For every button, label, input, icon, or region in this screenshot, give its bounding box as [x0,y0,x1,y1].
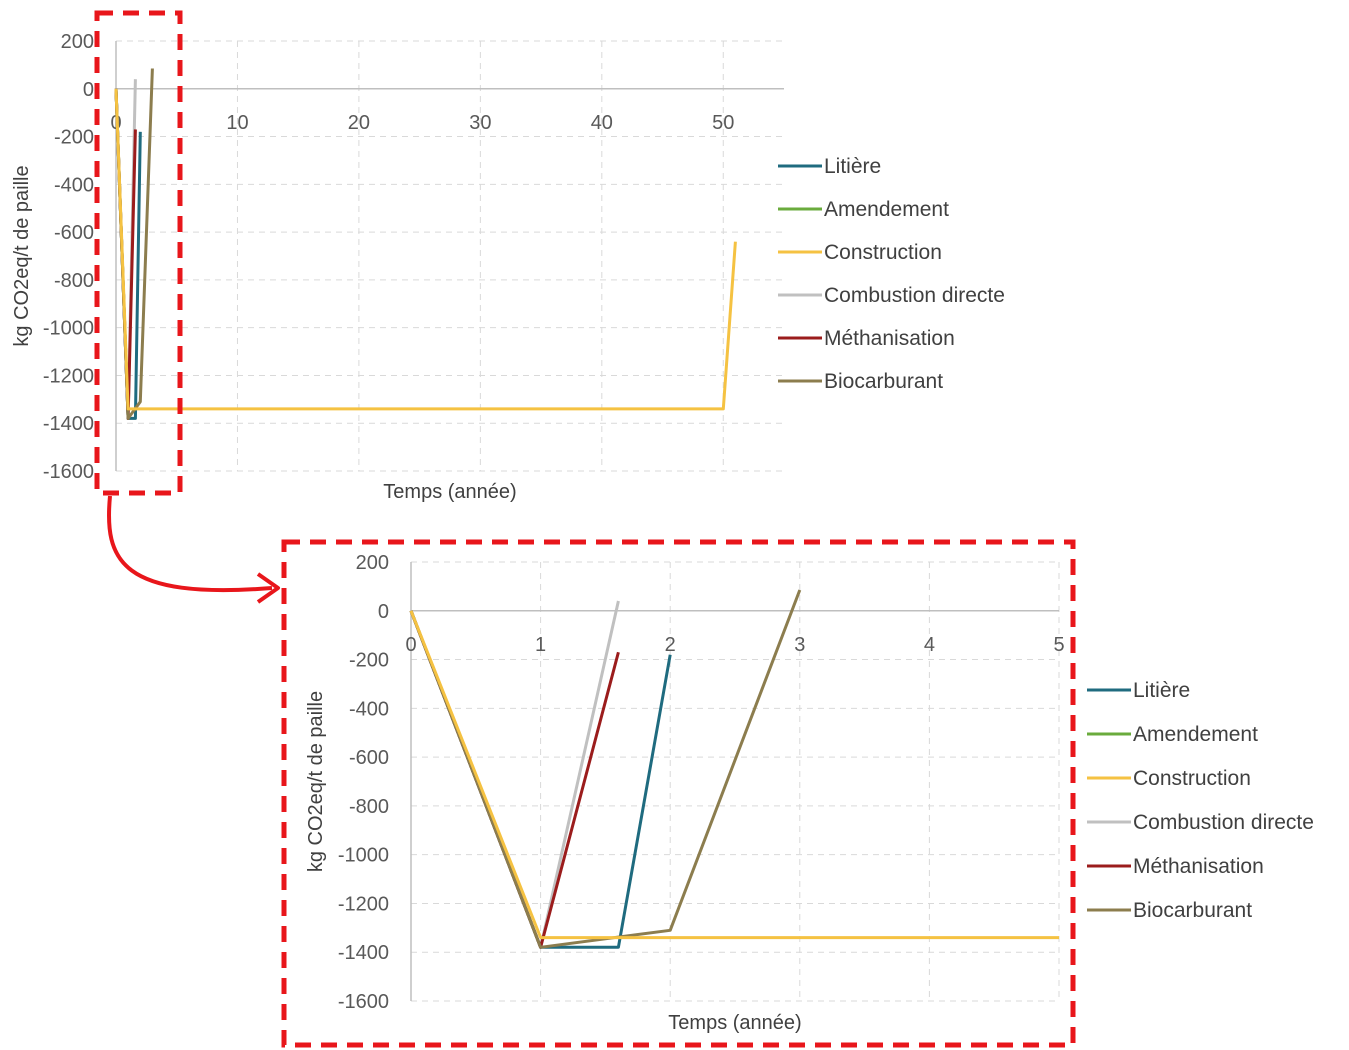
y-tick-label: -1600 [338,991,389,1013]
series-line-m-thanisation [409,610,620,949]
series-line-construction [409,610,1059,940]
x-tick-label: 20 [348,112,370,134]
y-tick-label: -1200 [338,893,389,915]
y-tick-label: -1600 [43,461,94,483]
legend-entry-label: Combustion directe [1133,811,1314,834]
y-tick-label: 0 [83,79,94,101]
y-tick-label: -600 [349,747,389,769]
y-tick-label: -1400 [43,413,94,435]
legend-entry-label: Amendement [824,198,949,221]
legend-entry-label: Méthanisation [1133,855,1264,878]
y-tick-label: -400 [54,174,94,196]
y-tick-label: 200 [356,552,389,574]
y-tick-label: -1200 [43,365,94,387]
legend-entry-label: Amendement [1133,723,1258,746]
y-tick-label: 0 [378,601,389,623]
x-tick-label: 1 [535,634,546,656]
y-tick-label: -800 [349,796,389,818]
legend-entry-label: Litière [1133,679,1190,702]
y-tick-label: -200 [349,650,389,672]
x-tick-label: 30 [469,112,491,134]
y-tick-label: -1400 [338,942,389,964]
legend-entry-label: Combustion directe [824,284,1005,307]
x-tick-label: 10 [226,112,248,134]
x-axis-title: Temps (année) [668,1012,801,1034]
x-axis-title: Temps (année) [383,481,516,503]
x-tick-label: 3 [794,634,805,656]
y-tick-label: -400 [349,698,389,720]
legend-entry-label: Litière [824,155,881,178]
y-tick-label: -800 [54,270,94,292]
series-line-construction [114,88,737,411]
y-tick-label: -1000 [43,318,94,340]
legend-entry-label: Biocarburant [1133,899,1252,922]
legend-entry-label: Biocarburant [824,370,943,393]
x-tick-label: 4 [924,634,935,656]
overview-chart: 200 0 -200 -400 -600 -800 -1000 -1200 -1400 -1600… [11,31,1005,503]
zoomed-chart: 200 0 -200 -400 -600 -800 -1000 -1200 -1400 -1600… [305,552,1314,1034]
legend-entry-label: Construction [824,241,942,264]
zoom-arrow-curve [106,495,273,593]
x-tick-label: 50 [712,112,734,134]
y-tick-label: -200 [54,127,94,149]
x-tick-label: 2 [665,634,676,656]
x-tick-label: 40 [591,112,613,134]
legend-entry-label: Méthanisation [824,327,955,350]
x-tick-label: 5 [1053,634,1064,656]
legend-entry-label: Construction [1133,767,1251,790]
x-tick-label: 0 [405,634,416,656]
y-tick-label: -600 [54,222,94,244]
zoomed-chart-frame [281,539,1076,1048]
y-tick-label: 200 [61,31,94,53]
y-axis-title: kg CO2eq/t de paille [305,691,327,872]
zoom-arrow-head-icon [256,572,280,604]
y-tick-label: -1000 [338,845,389,867]
zoom-region-highlight-box [94,10,183,496]
series-line-biocarburant [409,589,802,949]
y-axis-title: kg CO2eq/t de paille [11,165,33,346]
